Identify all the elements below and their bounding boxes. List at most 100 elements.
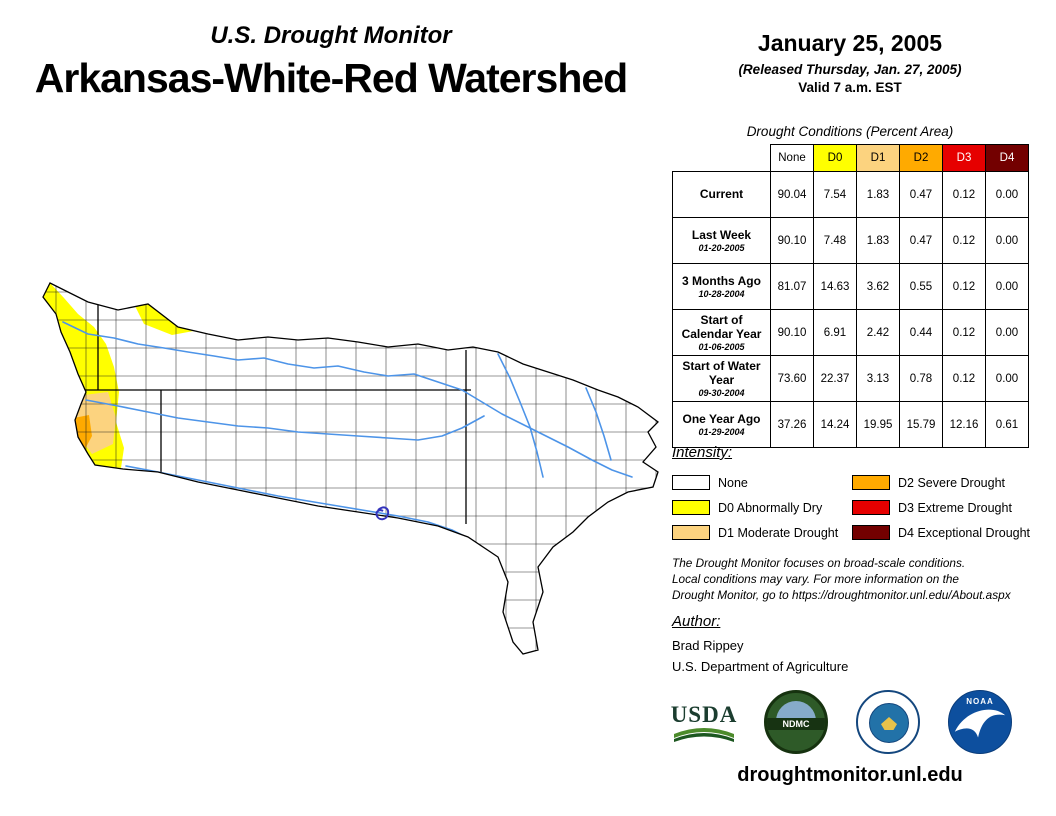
- page-title: Arkansas-White-Red Watershed: [34, 55, 628, 101]
- cell-value: 90.10: [770, 217, 814, 264]
- cell-value: 0.12: [942, 309, 986, 356]
- row-label: 3 Months Ago 10-28-2004: [672, 263, 771, 310]
- table-row-start-water-year: Start of Water Year 09-30-2004 73.60 22.3…: [672, 355, 1029, 402]
- commerce-seal-inner: [869, 703, 909, 743]
- cell-value: 0.12: [942, 171, 986, 218]
- header-right: January 25, 2005 (Released Thursday, Jan…: [672, 30, 1028, 95]
- ndmc-logo: NDMC: [764, 690, 828, 754]
- legend-title: Intensity:: [672, 444, 733, 461]
- table-row-start-calendar-year: Start of Calendar Year 01-06-2005 90.10 6…: [672, 309, 1029, 356]
- canadian-river: [85, 399, 485, 441]
- cell-value: 0.61: [985, 401, 1029, 448]
- usda-logo: USDA: [671, 690, 736, 754]
- row-label: Start of Water Year 09-30-2004: [672, 355, 771, 402]
- cell-value: 19.95: [856, 401, 900, 448]
- cell-value: 7.48: [813, 217, 857, 264]
- legend-item-none: None: [672, 470, 852, 495]
- cell-value: 0.12: [942, 355, 986, 402]
- legend-swatch-d0: [672, 500, 710, 515]
- cell-value: 0.47: [899, 217, 943, 264]
- author-heading: Author:: [672, 613, 721, 630]
- commerce-seal-logo: [856, 690, 920, 754]
- cell-value: 0.00: [985, 263, 1029, 310]
- cell-value: 14.24: [813, 401, 857, 448]
- arkansas-river: [62, 321, 633, 478]
- col-header-d2: D2: [899, 144, 943, 172]
- release-date: (Released Thursday, Jan. 27, 2005): [738, 62, 962, 77]
- col-header-d4: D4: [985, 144, 1029, 172]
- valid-time: Valid 7 a.m. EST: [798, 80, 902, 95]
- cell-value: 22.37: [813, 355, 857, 402]
- legend: Intensity: None D0 Abnormally Dry D1 Mod…: [672, 444, 1044, 545]
- table-header-row: None D0 D1 D2 D3 D4: [672, 144, 1029, 172]
- header-left: U.S. Drought Monitor Arkansas-White-Red …: [0, 22, 662, 99]
- drought-conditions-table: None D0 D1 D2 D3 D4 Current 90.04 7.54 1…: [672, 144, 1029, 448]
- program-title: U.S. Drought Monitor: [210, 22, 452, 49]
- table-title: Drought Conditions (Percent Area): [746, 124, 954, 139]
- cell-value: 37.26: [770, 401, 814, 448]
- state-borders: [56, 290, 471, 524]
- cell-value: 0.00: [985, 217, 1029, 264]
- cell-value: 81.07: [770, 263, 814, 310]
- legend-item-d3: D3 Extreme Drought: [852, 495, 1044, 520]
- logo-row: USDA NDMC NOAA: [671, 690, 1012, 754]
- legend-swatch-d3: [852, 500, 890, 515]
- author-organization: U.S. Department of Agriculture: [672, 659, 849, 674]
- cell-value: 0.12: [942, 263, 986, 310]
- cell-value: 73.60: [770, 355, 814, 402]
- site-url: droughtmonitor.unl.edu: [737, 764, 963, 786]
- noaa-logo: NOAA: [948, 690, 1012, 754]
- author-name: Brad Rippey: [672, 638, 744, 653]
- cell-value: 12.16: [942, 401, 986, 448]
- row-label: Start of Calendar Year 01-06-2005: [672, 309, 771, 356]
- ndmc-globe-icon: [776, 701, 816, 721]
- cell-value: 6.91: [813, 309, 857, 356]
- table-row-3-months-ago: 3 Months Ago 10-28-2004 81.07 14.63 3.62 …: [672, 263, 1029, 310]
- col-header-d0: D0: [813, 144, 857, 172]
- cell-value: 90.04: [770, 171, 814, 218]
- cell-value: 3.62: [856, 263, 900, 310]
- row-label: Current: [672, 171, 771, 218]
- usda-swoosh-icon: [674, 727, 734, 742]
- disclaimer-text: The Drought Monitor focuses on broad-sca…: [672, 556, 1011, 602]
- eagle-icon: [881, 717, 897, 730]
- row-label: One Year Ago 01-29-2004: [672, 401, 771, 448]
- author-block: Author: Brad Rippey U.S. Department of A…: [672, 613, 848, 674]
- cell-value: 0.00: [985, 355, 1029, 402]
- table-row-current: Current 90.04 7.54 1.83 0.47 0.12 0.00: [672, 171, 1029, 218]
- legend-item-d2: D2 Severe Drought: [852, 470, 1044, 495]
- cell-value: 0.00: [985, 309, 1029, 356]
- legend-item-d4: D4 Exceptional Drought: [852, 520, 1044, 545]
- lake-icon: [375, 506, 390, 521]
- cell-value: 0.12: [942, 217, 986, 264]
- col-header-d1: D1: [856, 144, 900, 172]
- map-date: January 25, 2005: [757, 30, 943, 56]
- cell-value: 0.78: [899, 355, 943, 402]
- watershed-outline: [42, 282, 659, 655]
- legend-swatch-d1: [672, 525, 710, 540]
- legend-swatch-d2: [852, 475, 890, 490]
- cell-value: 3.13: [856, 355, 900, 402]
- col-header-d3: D3: [942, 144, 986, 172]
- cell-value: 14.63: [813, 263, 857, 310]
- col-header-none: None: [770, 144, 814, 172]
- cell-value: 1.83: [856, 217, 900, 264]
- white-river: [497, 353, 544, 478]
- watershed-map: [42, 282, 659, 655]
- table-corner-cell: [672, 144, 771, 172]
- cell-value: 1.83: [856, 171, 900, 218]
- legend-swatch-d4: [852, 525, 890, 540]
- legend-item-d1: D1 Moderate Drought: [672, 520, 852, 545]
- cell-value: 0.00: [985, 171, 1029, 218]
- cell-value: 15.79: [899, 401, 943, 448]
- east-river: [585, 387, 612, 461]
- seagull-icon: [954, 709, 1006, 738]
- row-label: Last Week 01-20-2005: [672, 217, 771, 264]
- table-row-last-week: Last Week 01-20-2005 90.10 7.48 1.83 0.47…: [672, 217, 1029, 264]
- cell-value: 2.42: [856, 309, 900, 356]
- cell-value: 0.47: [899, 171, 943, 218]
- cell-value: 90.10: [770, 309, 814, 356]
- cell-value: 0.44: [899, 309, 943, 356]
- legend-grid: None D0 Abnormally Dry D1 Moderate Droug…: [672, 470, 1044, 545]
